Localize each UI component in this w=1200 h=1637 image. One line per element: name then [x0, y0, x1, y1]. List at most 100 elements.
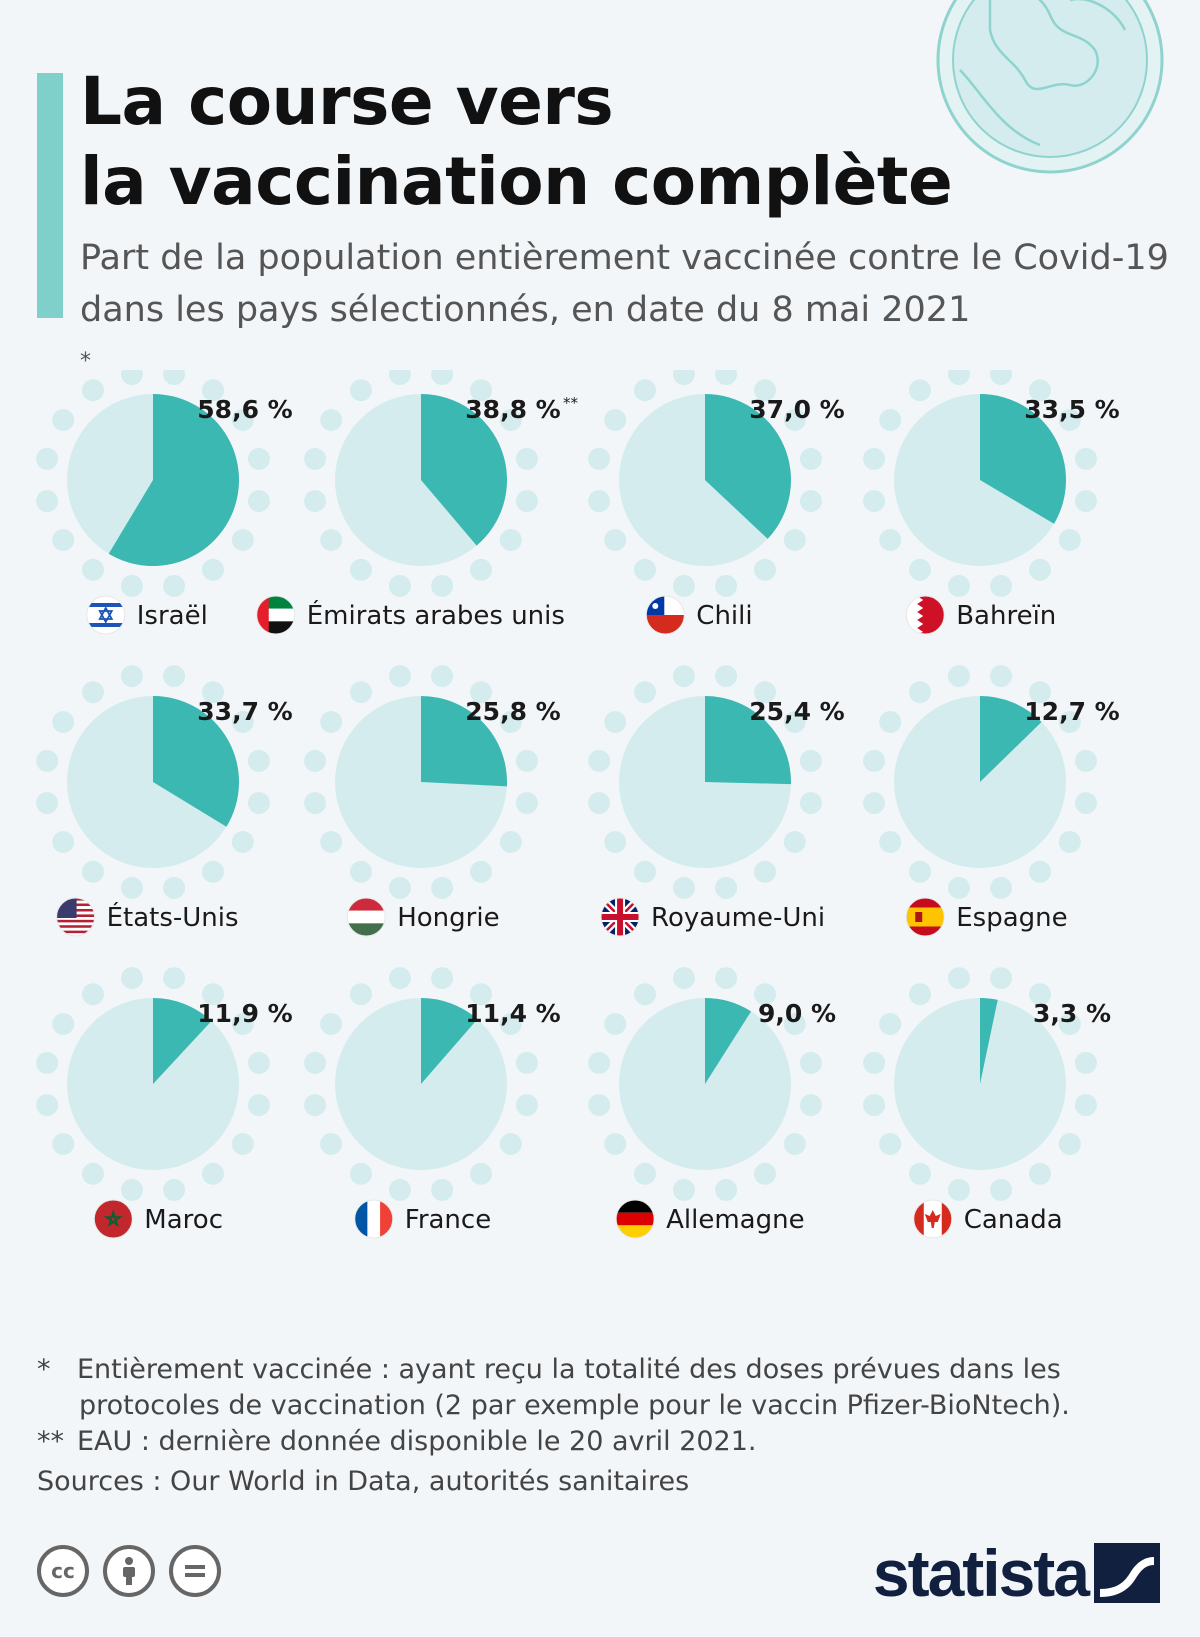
- spike-dot: [783, 529, 806, 552]
- chart-subtitle: Part de la population entièrement vaccin…: [80, 232, 1180, 397]
- pie-slice: [421, 394, 507, 546]
- spike-dot: [879, 408, 902, 431]
- spike-dot: [470, 860, 493, 883]
- pie-group: 25,4 % Royaume-Uni: [588, 665, 845, 937]
- spike-dot: [36, 447, 59, 470]
- spike-dot: [1074, 447, 1097, 470]
- spike-dot: [431, 370, 454, 386]
- value-label: 38,8 %: [465, 395, 560, 424]
- spike-dot: [120, 370, 143, 386]
- statista-logo[interactable]: statista: [873, 1535, 1160, 1611]
- pie-group: 12,7 % Espagne: [863, 665, 1120, 937]
- pie-slice: [705, 394, 791, 539]
- spike-dot: [52, 529, 75, 552]
- spike-dot: [1058, 408, 1081, 431]
- spike-dot: [247, 792, 270, 815]
- pie-group: 11,9 % Maroc: [36, 967, 293, 1239]
- spike-dot: [515, 447, 538, 470]
- spike-dot: [863, 792, 886, 815]
- spike-dot: [163, 876, 186, 899]
- spike-dot: [231, 408, 254, 431]
- spike-dot: [499, 529, 522, 552]
- morocco-flag-icon: [93, 1199, 133, 1239]
- france-flag-icon: [354, 1199, 394, 1239]
- footnote-1-mark: *: [37, 1354, 51, 1385]
- spike-dot: [754, 681, 777, 704]
- spike-dot: [990, 876, 1013, 899]
- spike-dot: [588, 1094, 611, 1117]
- spike-dot: [247, 749, 270, 772]
- spike-dot: [783, 710, 806, 733]
- spike-dot: [754, 860, 777, 883]
- spike-dot: [947, 1178, 970, 1201]
- spike-dot: [349, 681, 372, 704]
- spike-dot: [163, 574, 186, 597]
- spike-dot: [908, 681, 931, 704]
- spike-dot: [304, 1094, 327, 1117]
- country-label: Chili: [696, 601, 752, 631]
- country-label: Maroc: [144, 1205, 223, 1235]
- spike-dot: [754, 983, 777, 1006]
- spike-dot: [388, 876, 411, 899]
- hungary-flag-icon: [346, 897, 386, 937]
- attribution-icon[interactable]: [103, 1545, 155, 1597]
- spike-dot: [515, 792, 538, 815]
- value-note-mark: **: [563, 394, 579, 412]
- cc-icon[interactable]: cc: [37, 1545, 89, 1597]
- spike-dot: [672, 876, 695, 899]
- pie-group: 3,3 % Canada: [863, 967, 1111, 1239]
- spike-dot: [604, 408, 627, 431]
- spike-dot: [202, 681, 225, 704]
- spike-dot: [499, 831, 522, 854]
- spike-dot: [320, 1012, 343, 1035]
- spike-dot: [908, 379, 931, 402]
- spike-dot: [247, 490, 270, 513]
- spike-dot: [388, 967, 411, 990]
- country-label: Israël: [137, 601, 208, 631]
- spike-dot: [431, 876, 454, 899]
- spike-dot: [431, 665, 454, 688]
- accent-bar: [37, 73, 63, 318]
- spike-dot: [470, 558, 493, 581]
- spike-dot: [499, 1012, 522, 1035]
- spike-dot: [320, 1133, 343, 1156]
- country-label: Royaume-Uni: [651, 903, 825, 933]
- value-label: 37,0 %: [749, 395, 844, 424]
- spike-dot: [990, 370, 1013, 386]
- pie-group: 33,5 % Bahreïn: [863, 370, 1120, 635]
- spike-dot: [604, 1012, 627, 1035]
- spike-dot: [1029, 983, 1052, 1006]
- spike-dot: [990, 967, 1013, 990]
- title-line-1: La course vers: [80, 63, 614, 140]
- pie-slice: [421, 696, 508, 787]
- spike-dot: [633, 983, 656, 1006]
- spike-dot: [1058, 1133, 1081, 1156]
- spike-dot: [1074, 749, 1097, 772]
- spike-dot: [879, 529, 902, 552]
- usa-flag-icon: [56, 897, 96, 937]
- value-label: 3,3 %: [1033, 999, 1111, 1028]
- spike-dot: [515, 1051, 538, 1074]
- israel-flag-icon: [86, 595, 126, 635]
- value-label: 33,5 %: [1024, 395, 1119, 424]
- spike-dot: [1074, 1051, 1097, 1074]
- spike-dot: [672, 665, 695, 688]
- spike-dot: [470, 983, 493, 1006]
- footnote-1-line-1: Entièrement vaccinée : ayant reçu la tot…: [77, 1354, 1061, 1385]
- spike-dot: [990, 574, 1013, 597]
- pie-group: 11,4 % France: [304, 967, 561, 1239]
- pie-slice: [705, 998, 752, 1084]
- spike-dot: [120, 574, 143, 597]
- spike-dot: [604, 529, 627, 552]
- canada-flag-icon: [913, 1199, 953, 1239]
- title-line-2: la vaccination complète: [80, 143, 953, 220]
- chile-flag-icon: [645, 595, 685, 635]
- pie-group: 33,7 % États-Unis: [36, 665, 293, 937]
- spike-dot: [388, 370, 411, 386]
- no-derivatives-icon[interactable]: [169, 1545, 221, 1597]
- spike-dot: [588, 490, 611, 513]
- country-label: France: [405, 1205, 491, 1235]
- spike-dot: [672, 967, 695, 990]
- spike-dot: [304, 792, 327, 815]
- spike-dot: [990, 1178, 1013, 1201]
